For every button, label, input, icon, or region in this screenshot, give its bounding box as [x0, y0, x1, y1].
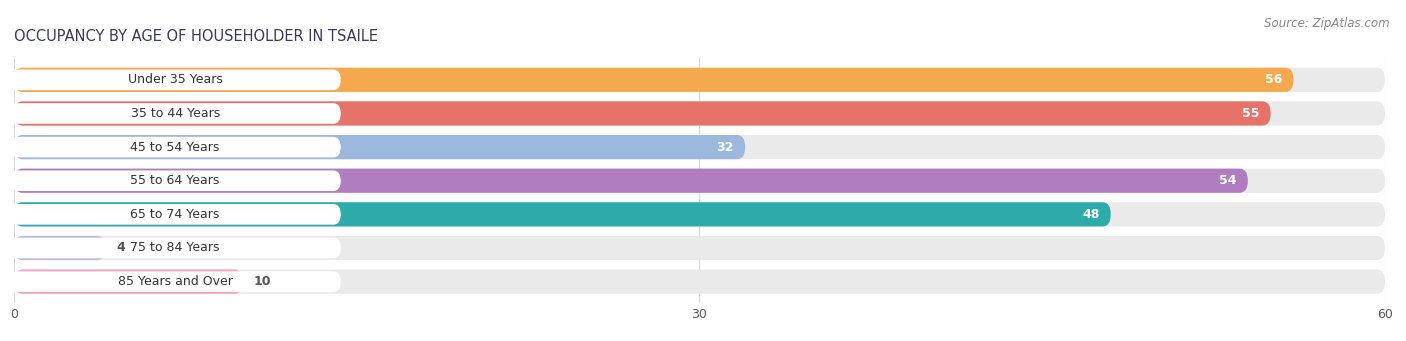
FancyBboxPatch shape: [14, 135, 745, 159]
Text: 48: 48: [1083, 208, 1099, 221]
Text: 4: 4: [117, 241, 125, 254]
Text: 10: 10: [254, 275, 271, 288]
Text: 35 to 44 Years: 35 to 44 Years: [131, 107, 219, 120]
Text: 54: 54: [1219, 174, 1236, 187]
FancyBboxPatch shape: [10, 70, 340, 90]
FancyBboxPatch shape: [14, 135, 1385, 159]
FancyBboxPatch shape: [14, 101, 1385, 125]
Text: 45 to 54 Years: 45 to 54 Years: [131, 140, 219, 153]
FancyBboxPatch shape: [14, 269, 243, 294]
FancyBboxPatch shape: [10, 271, 340, 292]
Text: Under 35 Years: Under 35 Years: [128, 73, 222, 86]
FancyBboxPatch shape: [10, 137, 340, 158]
FancyBboxPatch shape: [14, 236, 1385, 260]
Text: Source: ZipAtlas.com: Source: ZipAtlas.com: [1264, 17, 1389, 30]
Text: OCCUPANCY BY AGE OF HOUSEHOLDER IN TSAILE: OCCUPANCY BY AGE OF HOUSEHOLDER IN TSAIL…: [14, 29, 378, 44]
FancyBboxPatch shape: [14, 168, 1249, 193]
Text: 32: 32: [717, 140, 734, 153]
FancyBboxPatch shape: [14, 202, 1111, 226]
Text: 85 Years and Over: 85 Years and Over: [118, 275, 232, 288]
FancyBboxPatch shape: [14, 101, 1271, 125]
FancyBboxPatch shape: [14, 168, 1385, 193]
FancyBboxPatch shape: [14, 68, 1294, 92]
FancyBboxPatch shape: [10, 238, 340, 258]
Text: 65 to 74 Years: 65 to 74 Years: [131, 208, 219, 221]
FancyBboxPatch shape: [10, 103, 340, 124]
FancyBboxPatch shape: [14, 236, 105, 260]
FancyBboxPatch shape: [14, 269, 1385, 294]
FancyBboxPatch shape: [14, 68, 1385, 92]
Text: 55 to 64 Years: 55 to 64 Years: [131, 174, 219, 187]
Text: 75 to 84 Years: 75 to 84 Years: [131, 241, 219, 254]
Text: 56: 56: [1265, 73, 1282, 86]
FancyBboxPatch shape: [10, 170, 340, 191]
FancyBboxPatch shape: [10, 204, 340, 225]
Text: 55: 55: [1241, 107, 1260, 120]
FancyBboxPatch shape: [14, 202, 1385, 226]
